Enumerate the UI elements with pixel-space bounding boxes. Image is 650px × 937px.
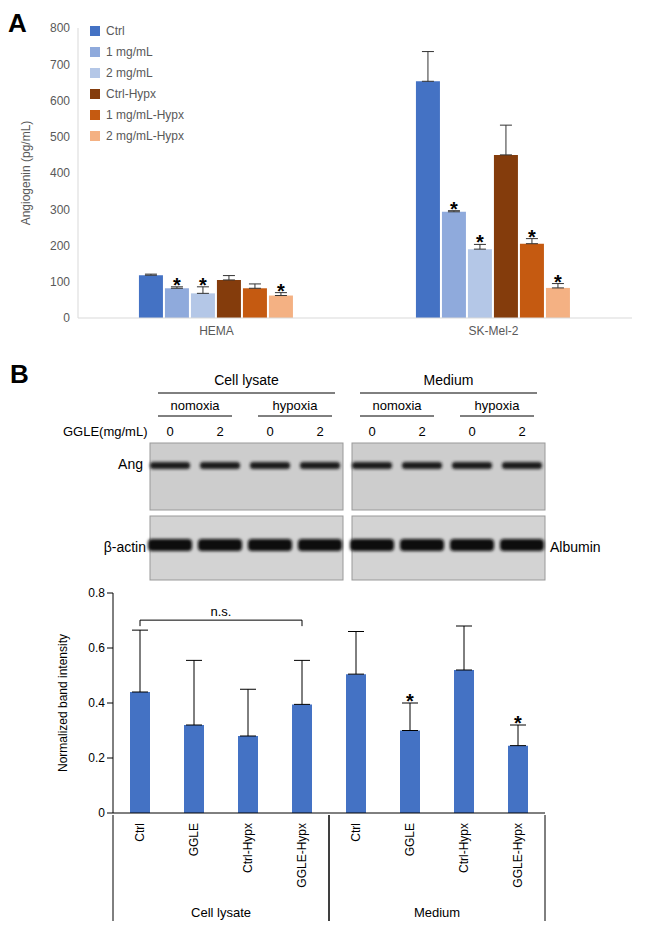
svg-text:hypoxia: hypoxia bbox=[273, 398, 319, 413]
svg-text:SK-Mel-2: SK-Mel-2 bbox=[468, 324, 518, 338]
svg-text:GGLE: GGLE bbox=[403, 823, 417, 856]
svg-text:Ang: Ang bbox=[118, 456, 143, 472]
svg-text:Cell lysate: Cell lysate bbox=[214, 372, 279, 388]
html-text:1 mg/mL: 1 mg/mL bbox=[106, 44, 153, 59]
svg-text:100: 100 bbox=[50, 275, 70, 289]
svg-text:Ctrl-Hypx: Ctrl-Hypx bbox=[241, 823, 255, 873]
html-text:2 mg/mL-Hypx: 2 mg/mL-Hypx bbox=[106, 128, 184, 143]
svg-text:2: 2 bbox=[316, 424, 323, 439]
svg-text:2: 2 bbox=[518, 424, 525, 439]
svg-text:0: 0 bbox=[468, 424, 475, 439]
svg-text:500: 500 bbox=[50, 130, 70, 144]
svg-text:Albumin: Albumin bbox=[550, 539, 601, 555]
svg-text:GGLE: GGLE bbox=[187, 823, 201, 856]
svg-text:0: 0 bbox=[266, 424, 273, 439]
svg-text:0.2: 0.2 bbox=[88, 751, 105, 765]
svg-text:GGLE(mg/mL): GGLE(mg/mL) bbox=[63, 424, 148, 439]
svg-text:800: 800 bbox=[50, 21, 70, 35]
svg-text:*: * bbox=[406, 690, 414, 712]
svg-text:nomoxia: nomoxia bbox=[170, 398, 220, 413]
svg-text:*: * bbox=[450, 198, 458, 220]
html-text:Ctrl-Hypx: Ctrl-Hypx bbox=[106, 86, 156, 101]
svg-text:Cell lysate: Cell lysate bbox=[191, 905, 251, 920]
svg-text:β-actin: β-actin bbox=[104, 539, 146, 555]
html-text:Ctrl: Ctrl bbox=[106, 23, 125, 38]
svg-text:*: * bbox=[514, 712, 522, 734]
svg-text:0.6: 0.6 bbox=[88, 641, 105, 655]
svg-text:600: 600 bbox=[50, 94, 70, 108]
svg-text:GGLE-Hypx: GGLE-Hypx bbox=[295, 823, 309, 888]
svg-text:hypoxia: hypoxia bbox=[475, 398, 521, 413]
svg-text:Normalized band intensity: Normalized band intensity bbox=[56, 634, 70, 772]
svg-text:2: 2 bbox=[418, 424, 425, 439]
svg-text:HEMA: HEMA bbox=[199, 324, 234, 338]
svg-text:Ctrl: Ctrl bbox=[133, 823, 147, 842]
svg-text:0.8: 0.8 bbox=[88, 586, 105, 600]
svg-text:B: B bbox=[10, 359, 29, 389]
svg-text:700: 700 bbox=[50, 58, 70, 72]
svg-text:0: 0 bbox=[98, 806, 105, 820]
svg-text:*: * bbox=[173, 274, 181, 296]
svg-text:*: * bbox=[476, 231, 484, 253]
svg-text:Ctrl-Hypx: Ctrl-Hypx bbox=[457, 823, 471, 873]
svg-text:2: 2 bbox=[216, 424, 223, 439]
svg-text:*: * bbox=[277, 280, 285, 302]
svg-text:0: 0 bbox=[63, 311, 70, 325]
svg-text:*: * bbox=[554, 271, 562, 293]
svg-text:300: 300 bbox=[50, 203, 70, 217]
svg-text:Medium: Medium bbox=[414, 905, 460, 920]
svg-text:Medium: Medium bbox=[424, 372, 474, 388]
svg-text:400: 400 bbox=[50, 166, 70, 180]
html-text:1 mg/mL-Hypx: 1 mg/mL-Hypx bbox=[106, 107, 184, 122]
svg-text:n.s.: n.s. bbox=[211, 604, 232, 619]
html-text:A: A bbox=[8, 8, 27, 38]
svg-text:200: 200 bbox=[50, 239, 70, 253]
svg-text:Ctrl: Ctrl bbox=[349, 823, 363, 842]
svg-text:0: 0 bbox=[368, 424, 375, 439]
svg-text:*: * bbox=[528, 226, 536, 248]
svg-text:*: * bbox=[199, 274, 207, 296]
svg-text:0.4: 0.4 bbox=[88, 696, 105, 710]
svg-text:0: 0 bbox=[166, 424, 173, 439]
svg-text:Angiogenin (pg/mL): Angiogenin (pg/mL) bbox=[19, 121, 33, 226]
svg-text:nomoxia: nomoxia bbox=[372, 398, 422, 413]
html-text:2 mg/mL: 2 mg/mL bbox=[106, 65, 153, 80]
svg-text:GGLE-Hypx: GGLE-Hypx bbox=[511, 823, 525, 888]
